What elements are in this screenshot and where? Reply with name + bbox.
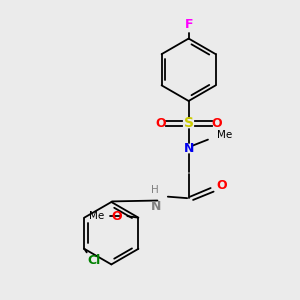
Text: O: O [212,117,222,130]
Text: Me: Me [89,211,104,221]
Text: N: N [184,142,194,155]
Text: Me: Me [217,130,232,140]
Text: F: F [184,18,193,31]
Text: O: O [155,117,166,130]
Text: O: O [111,210,122,223]
Text: S: S [184,116,194,130]
Text: N: N [151,200,161,213]
Text: O: O [217,179,227,192]
Text: H: H [151,185,159,195]
Text: Cl: Cl [87,254,101,267]
